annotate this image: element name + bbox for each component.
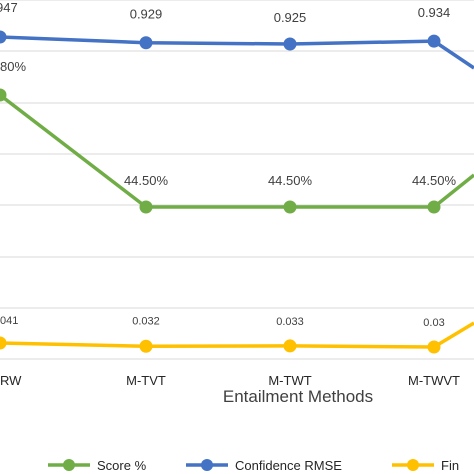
data-point	[0, 88, 7, 102]
data-point	[139, 200, 153, 214]
legend-label: Confidence RMSE	[235, 458, 342, 473]
data-point	[427, 200, 441, 214]
series-line	[0, 321, 474, 349]
data-label: 947	[0, 0, 18, 15]
data-point	[0, 336, 7, 350]
legend-label: Score %	[97, 458, 147, 473]
legend-marker	[407, 459, 419, 471]
legend-item: Score %	[48, 458, 147, 473]
data-point	[139, 36, 153, 50]
legend-marker	[201, 459, 213, 471]
series-line	[0, 93, 474, 209]
data-label: 80%	[0, 59, 26, 74]
data-label: 041	[0, 315, 18, 327]
x-tick-labels: RW M-TVT M-TWT M-TWVT	[0, 373, 460, 388]
data-point	[427, 34, 441, 48]
x-axis-title: Entailment Methods	[223, 387, 373, 406]
data-label: 0.925	[274, 10, 307, 25]
data-point	[0, 30, 7, 44]
legend-marker	[63, 459, 75, 471]
x-tick-label: M-TVT	[126, 373, 166, 388]
data-label: 0.929	[130, 7, 163, 22]
series-0: 80% 44.50% 44.50% 44.50%	[0, 59, 474, 214]
series-line	[0, 35, 474, 70]
data-label: 0.032	[132, 315, 160, 327]
data-label: 44.50%	[268, 173, 313, 188]
x-tick-label: M-TWVT	[408, 373, 460, 388]
data-point	[283, 339, 297, 353]
legend-item: Confidence RMSE	[186, 458, 342, 473]
data-point	[139, 339, 153, 353]
x-tick-label: M-TWT	[268, 373, 311, 388]
legend: Score % Confidence RMSE Fin	[48, 458, 459, 473]
series-2: 041 0.032 0.033 0.03	[0, 315, 474, 354]
series-1: 947 0.929 0.925 0.934	[0, 0, 474, 70]
gridlines	[0, 0, 474, 360]
data-label: 0.033	[276, 316, 304, 328]
data-point	[283, 200, 297, 214]
data-label: 0.934	[418, 5, 451, 20]
data-label: 44.50%	[124, 173, 169, 188]
data-point	[427, 340, 441, 354]
x-tick-label: RW	[0, 373, 22, 388]
series-group: 80% 44.50% 44.50% 44.50% 947 0.929 0.925 0.934 0…	[0, 0, 474, 354]
data-label: 0.03	[423, 317, 444, 329]
data-point	[283, 37, 297, 51]
data-label: 44.50%	[412, 173, 457, 188]
legend-label: Fin	[441, 458, 459, 473]
legend-item: Fin	[392, 458, 459, 473]
